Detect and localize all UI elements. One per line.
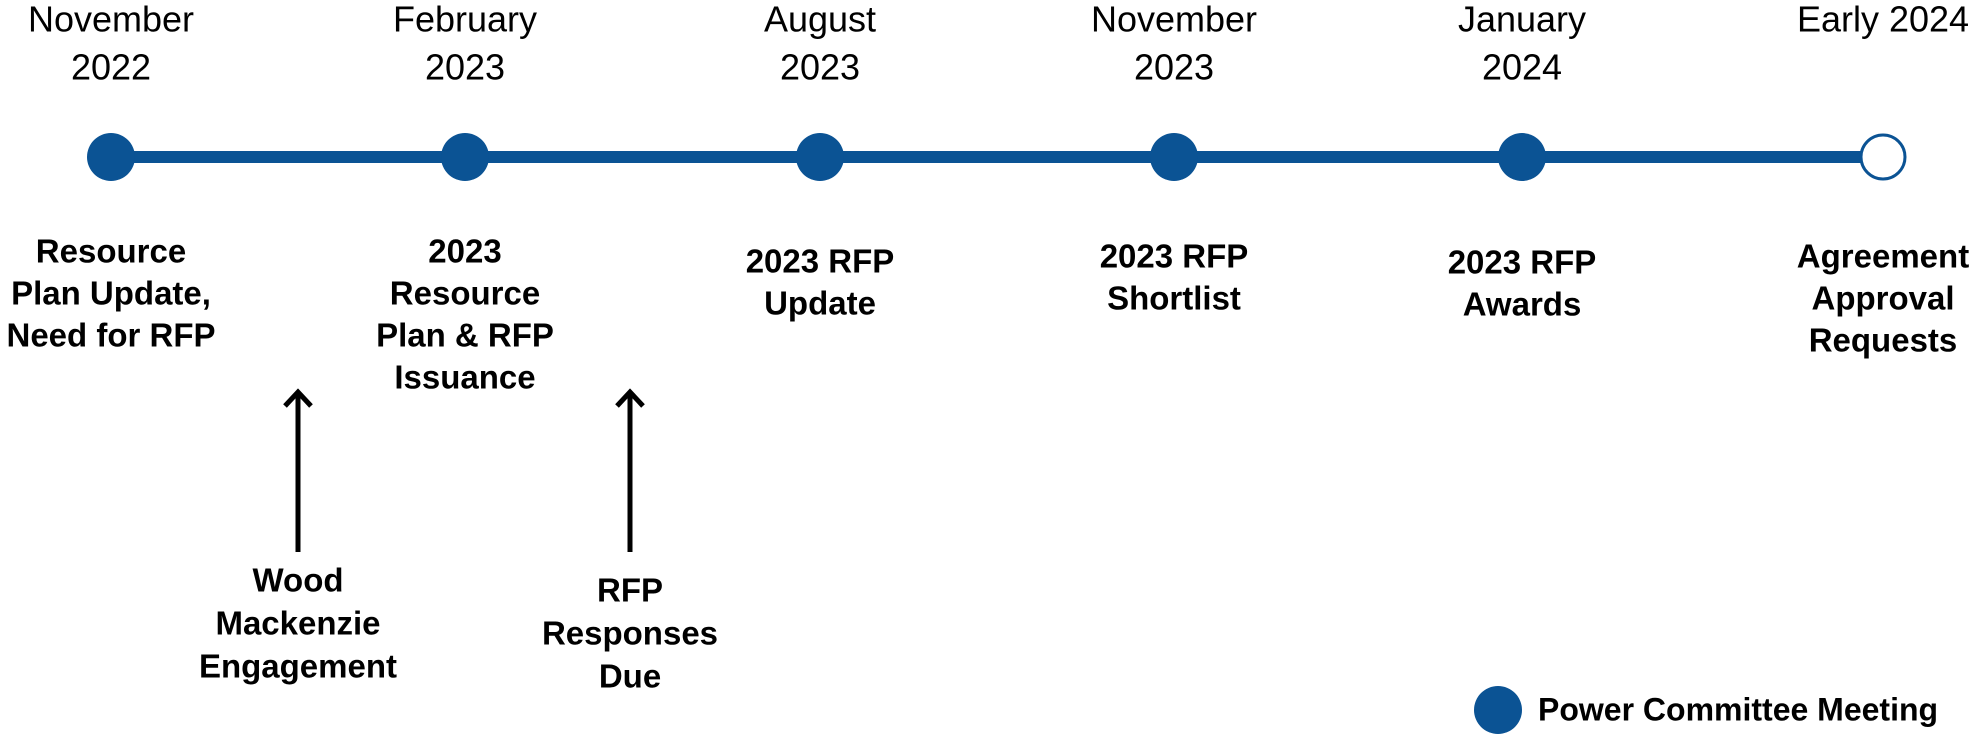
note-label: Wood xyxy=(252,562,343,599)
milestone-dot xyxy=(1498,133,1546,181)
note-label: Due xyxy=(599,658,661,695)
milestone-date: 2022 xyxy=(71,47,151,88)
milestone-date: 2023 xyxy=(780,47,860,88)
milestone-label: Plan Update, xyxy=(11,275,211,312)
milestone-label: Approval xyxy=(1811,280,1954,317)
arrow-head xyxy=(283,388,313,408)
milestone-date: 2023 xyxy=(1134,47,1214,88)
note-label: RFP xyxy=(597,572,663,609)
milestone-dot xyxy=(87,133,135,181)
milestone-label: Update xyxy=(764,285,876,322)
milestone-label: 2023 xyxy=(428,233,501,270)
milestone-date: Early 2024 xyxy=(1797,0,1969,40)
milestone-label: Agreement xyxy=(1797,238,1969,275)
note-label: Mackenzie xyxy=(215,605,380,642)
milestone-label: Shortlist xyxy=(1107,280,1241,317)
milestone-label: 2023 RFP xyxy=(746,243,895,280)
milestone-label: Awards xyxy=(1463,286,1582,323)
milestone-date: August xyxy=(764,0,876,40)
milestone-date: February xyxy=(393,0,537,40)
milestone-dot xyxy=(1859,133,1907,181)
milestone-date: November xyxy=(1091,0,1257,40)
milestone-date: January xyxy=(1458,0,1586,40)
milestone-dot xyxy=(1150,133,1198,181)
milestone-label: Issuance xyxy=(394,359,535,396)
legend-label: Power Committee Meeting xyxy=(1538,691,1938,727)
milestone-date: 2023 xyxy=(425,47,505,88)
legend-dot xyxy=(1474,686,1522,734)
note-label: Engagement xyxy=(199,648,397,685)
milestone-date: November xyxy=(28,0,194,40)
arrow-head xyxy=(615,388,645,408)
milestone-dot xyxy=(796,133,844,181)
milestone-dot xyxy=(441,133,489,181)
milestone-label: 2023 RFP xyxy=(1448,244,1597,281)
note-label: Responses xyxy=(542,615,718,652)
milestone-label: Need for RFP xyxy=(6,317,215,354)
milestone-label: Plan & RFP xyxy=(376,317,554,354)
milestone-label: Resource xyxy=(390,275,540,312)
milestone-date: 2024 xyxy=(1482,47,1562,88)
milestone-label: 2023 RFP xyxy=(1100,238,1249,275)
milestone-label: Resource xyxy=(36,233,186,270)
milestone-label: Requests xyxy=(1809,322,1958,359)
